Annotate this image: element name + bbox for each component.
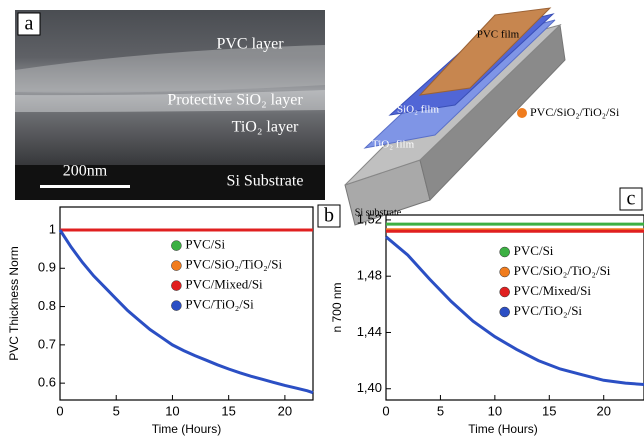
y-tick-label: 1,44: [357, 324, 382, 339]
x-axis-title: Time (Hours): [152, 422, 222, 436]
y-tick-label: 0.6: [38, 375, 56, 390]
x-tick-label: 20: [278, 403, 292, 418]
panel-label-box: [17, 12, 41, 36]
y-tick-label: 0.7: [38, 336, 56, 351]
y-axis-title: PVC Thickness Norm: [7, 246, 21, 360]
plot-frame: [385, 214, 644, 401]
legend-dot: [499, 286, 510, 298]
x-tick-label: 15: [542, 403, 556, 418]
y-tick-label: 1,40: [357, 380, 382, 395]
pvc-band: [15, 45, 325, 93]
legend-dot: [171, 300, 182, 311]
sio2-band: [15, 90, 325, 112]
legend-dot: [171, 280, 182, 291]
plot-frame: [59, 206, 314, 401]
legend-dot: [171, 260, 182, 271]
legend-label: PVC/TiO₂/Si: [185, 297, 254, 312]
legend-label: PVC/Si: [514, 243, 554, 258]
x-tick-label: 5: [113, 403, 120, 418]
x-tick-label: 20: [596, 403, 610, 418]
layer-label: PVC film: [477, 29, 520, 41]
panel-label: a: [25, 13, 34, 35]
pvc-layer: [418, 7, 552, 96]
x-tick-label: 0: [56, 403, 63, 418]
legend-dot: [499, 266, 510, 278]
legend-label: PVC/Si: [185, 237, 225, 252]
x-tick-label: 15: [221, 403, 235, 418]
panel-label-box: [317, 204, 341, 228]
series-line: [58, 229, 314, 395]
panel-label-box: [619, 187, 643, 211]
layer-label: TiO₂ film: [372, 139, 415, 151]
sem-label: PVC layer: [216, 36, 284, 53]
sem-panel: a PVC layer Protective SiO₂ layer TiO₂ l…: [15, 10, 325, 200]
legend-dot: [517, 108, 527, 118]
x-tick-label: 10: [488, 403, 502, 418]
x-tick-label: 5: [437, 403, 444, 418]
legend-label: PVC/Mixed/Si: [514, 283, 592, 298]
sem-label: Si Substrate: [227, 173, 304, 190]
legend-dot: [499, 306, 510, 318]
layer-label: Si substrate: [355, 207, 402, 218]
y-axis-title: n 700 nm: [330, 282, 344, 332]
legend-label: PVC/TiO₂/Si: [514, 303, 583, 318]
panel-label: b: [324, 205, 334, 227]
y-tick-label: 1: [49, 221, 56, 236]
y-tick-label: 0.8: [38, 298, 56, 313]
sem-label: Protective SiO₂ layer: [167, 92, 303, 109]
y-tick-label: 1,48: [357, 268, 382, 283]
layer-label: SiO₂ film: [397, 104, 439, 116]
x-tick-label: 10: [165, 403, 179, 418]
scale-bar: [40, 185, 130, 188]
series-line: [385, 235, 644, 386]
scale-bar-label: 200nm: [63, 163, 108, 180]
legend-label: PVC/Mixed/Si: [185, 277, 263, 292]
legend-label: PVC/SiO₂/TiO₂/Si: [514, 263, 611, 278]
schematic-legend: PVC/SiO₂/TiO₂/Si: [530, 105, 620, 119]
schematic: PVC film SiO₂ film TiO₂ film Si substrat…: [344, 7, 620, 226]
y-tick-label: 0.9: [38, 260, 56, 275]
x-axis-title: Time (Hours): [468, 422, 538, 436]
panel-label: c: [627, 188, 636, 210]
legend-label: PVC/SiO₂/TiO₂/Si: [185, 257, 282, 272]
sem-label: TiO₂ layer: [232, 119, 299, 136]
y-tick-label: 1,52: [357, 211, 382, 226]
x-tick-label: 0: [382, 403, 389, 418]
substrate-band: [15, 165, 325, 200]
legend-dot: [499, 246, 510, 258]
legend-dot: [171, 240, 182, 251]
